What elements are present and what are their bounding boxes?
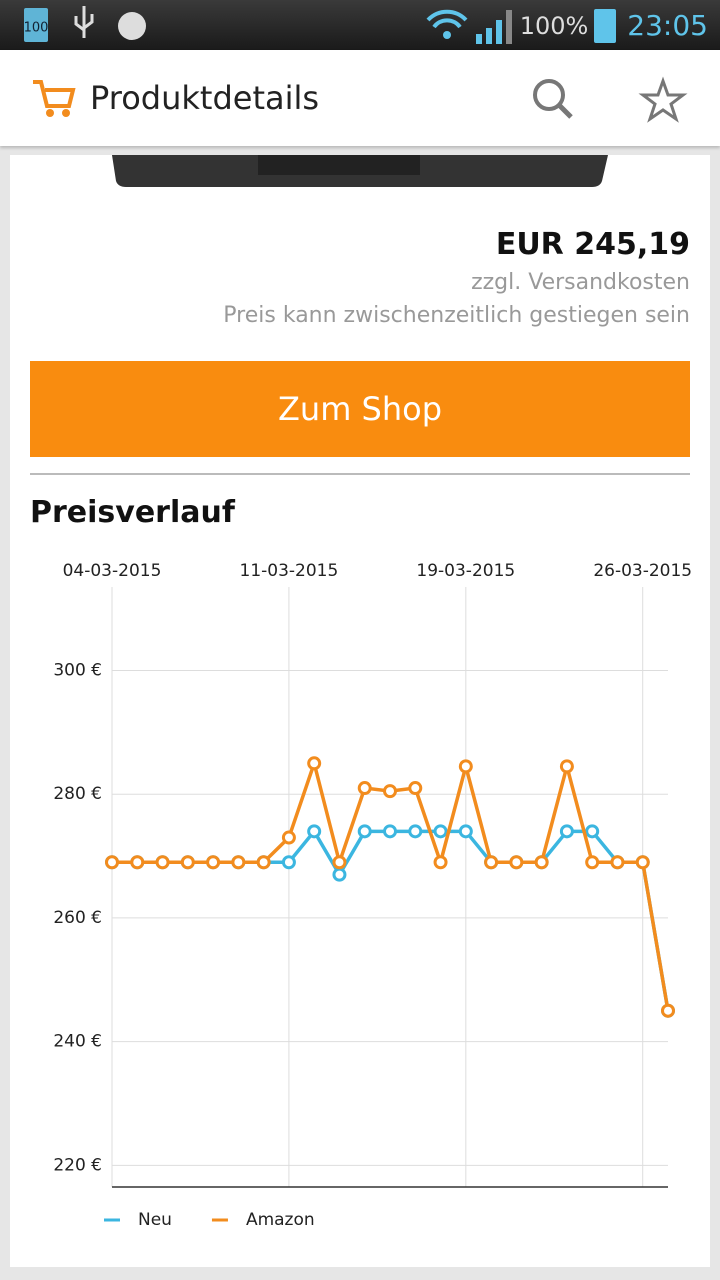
y-tick-label: 220 € <box>53 1155 102 1175</box>
touchpad <box>258 155 420 175</box>
data-point <box>383 784 397 799</box>
data-point <box>610 855 625 870</box>
data-point <box>383 824 397 839</box>
y-tick-label: 300 € <box>53 661 102 681</box>
data-point <box>458 759 473 774</box>
battery-charge-icon <box>594 9 616 43</box>
data-point <box>559 824 574 839</box>
search-handle <box>557 103 573 119</box>
data-point <box>357 781 372 796</box>
shop-button[interactable]: Zum Shop <box>30 361 690 457</box>
wifi-icon <box>426 9 468 29</box>
x-tick-label: 04-03-2015 <box>63 561 162 581</box>
y-tick-label: 240 € <box>53 1032 102 1052</box>
y-tick-label: 280 € <box>53 784 102 804</box>
signal-bar <box>506 10 512 44</box>
data-point <box>281 855 296 870</box>
app-bar: Produktdetails <box>0 50 720 146</box>
legend-label: Amazon <box>246 1210 315 1230</box>
usb-icon <box>74 6 94 38</box>
data-point <box>180 855 195 870</box>
product-image <box>112 155 608 187</box>
wifi-dot <box>443 31 451 39</box>
data-point <box>661 1003 675 1018</box>
data-point <box>281 830 296 845</box>
debug-icon <box>118 12 146 40</box>
data-point <box>433 824 448 839</box>
series-line <box>112 757 670 1012</box>
data-point <box>408 824 423 839</box>
cart-wheel <box>46 109 54 117</box>
data-point <box>585 824 600 839</box>
favorite-button[interactable] <box>638 76 688 123</box>
shipping-note: zzgl. Versandkosten <box>471 270 690 295</box>
app-bar-icons: Produktdetails <box>33 76 688 123</box>
data-point <box>509 855 524 870</box>
divider <box>30 473 690 475</box>
y-tick-label: 260 € <box>53 908 102 928</box>
data-point <box>155 855 170 870</box>
data-point <box>307 756 322 771</box>
signal-icon <box>476 20 502 44</box>
x-tick-label: 19-03-2015 <box>416 561 515 581</box>
data-point <box>559 759 574 774</box>
series-line <box>112 828 670 1012</box>
data-point <box>585 855 600 870</box>
data-point <box>256 855 271 870</box>
data-point <box>231 855 246 870</box>
data-point <box>408 781 423 796</box>
data-point <box>206 855 221 870</box>
data-point <box>357 824 372 839</box>
data-point <box>458 824 473 839</box>
product-card: EUR 245,19 zzgl. Versandkosten Preis kan… <box>10 155 710 1267</box>
section-title: Preisverlauf <box>30 495 235 530</box>
data-point <box>484 855 499 870</box>
data-point <box>105 855 119 870</box>
clock: 23:05 <box>627 9 708 42</box>
cart-icon[interactable] <box>33 80 76 108</box>
data-point <box>332 855 347 870</box>
battery-percent: 100% <box>520 12 589 40</box>
price-note: Preis kann zwischenzeitlich gestiegen se… <box>223 303 690 328</box>
battery-icon <box>24 8 48 42</box>
data-point <box>130 855 145 870</box>
status-icons: 100 100% 23:05 <box>24 6 708 44</box>
data-point <box>433 855 448 870</box>
cart-wheel <box>62 109 70 117</box>
price-chart: 220 € 240 € 260 € 280 € 300 € 04-03-2015 11-03… <box>53 561 692 1230</box>
battery-badge: 100 <box>24 21 49 36</box>
x-tick-label: 26-03-2015 <box>593 561 692 581</box>
data-point <box>534 855 549 870</box>
data-point <box>635 855 650 870</box>
screen-title: Produktdetails <box>90 79 319 117</box>
data-point <box>332 867 347 882</box>
price: EUR 245,19 <box>495 227 690 262</box>
status-bar: 100 100% 23:05 <box>0 0 720 50</box>
search-button[interactable] <box>533 79 565 111</box>
x-tick-label: 11-03-2015 <box>240 561 339 581</box>
legend-label: Neu <box>138 1210 172 1230</box>
data-point <box>307 824 322 839</box>
